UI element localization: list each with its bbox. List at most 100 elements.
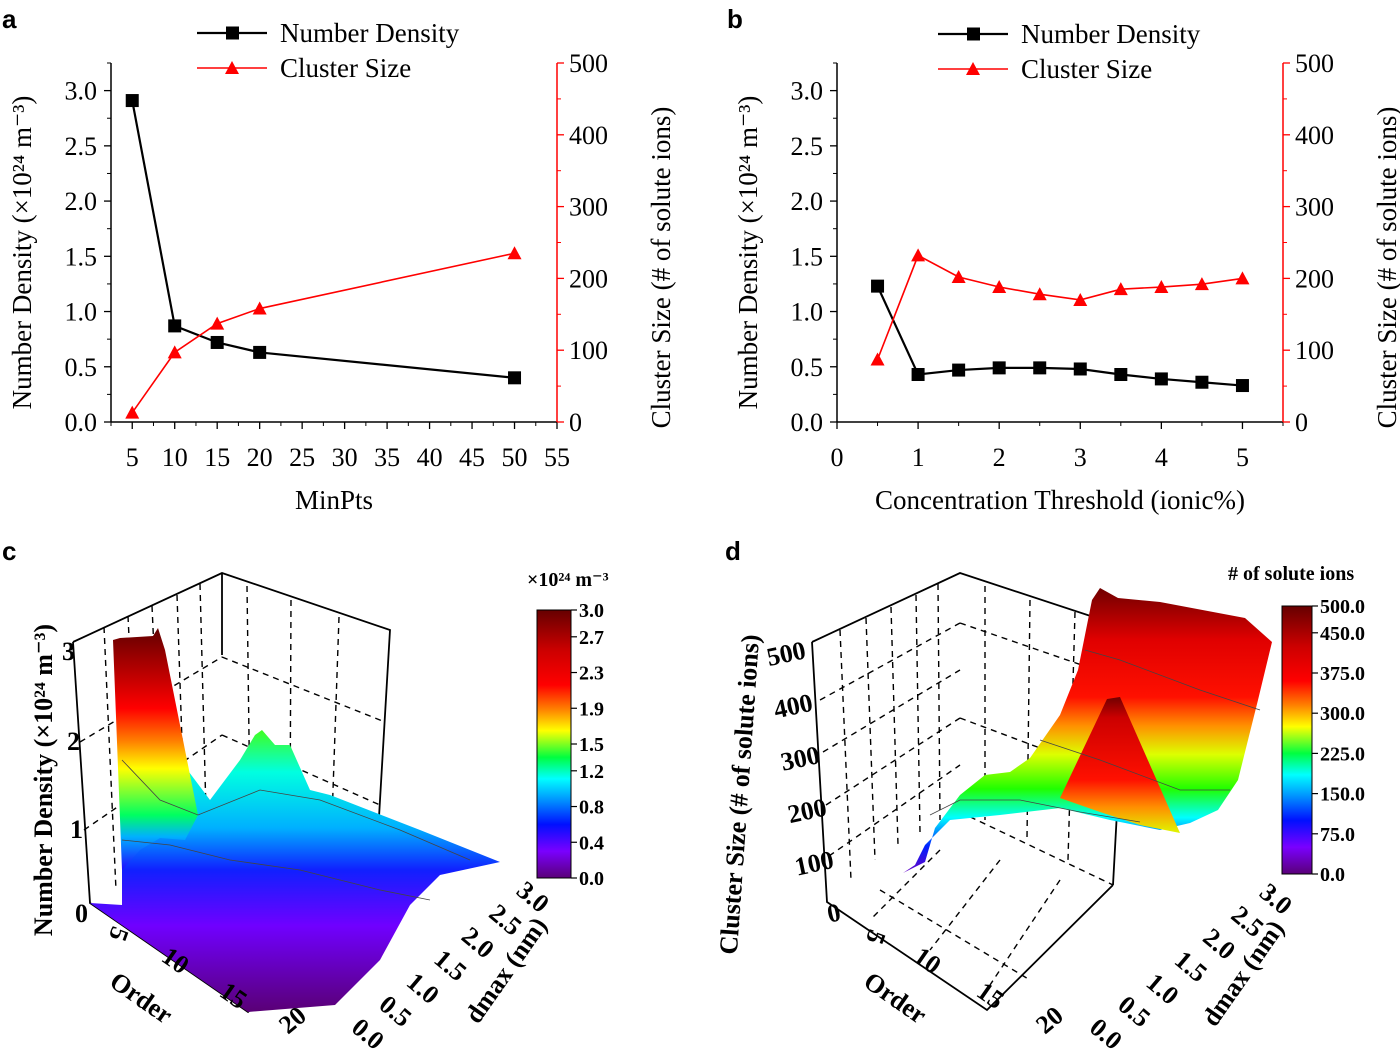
- y-tick-label: 2.0: [791, 187, 824, 216]
- y-tick-label: 2.5: [65, 132, 98, 161]
- colorbar-tick-label: 300.0: [1320, 703, 1365, 725]
- x-axis-title: Order: [105, 966, 178, 1030]
- data-point-square: [253, 345, 267, 359]
- y-tick-label: 3.0: [65, 77, 98, 106]
- y2-axis-title: Cluster Size (# of solute ions): [1372, 107, 1400, 429]
- legend-marker-square: [226, 26, 239, 40]
- z-tick: 300: [778, 740, 822, 776]
- colorbar-tick-label: 1.2: [579, 761, 604, 783]
- series-line-square: [131, 100, 515, 379]
- z-tick: 500: [764, 636, 808, 672]
- data-point-square: [210, 335, 224, 349]
- colorbar-tick-label: 3.0: [579, 600, 604, 622]
- z-tick: 100: [792, 845, 836, 881]
- x-tick: 10: [909, 941, 947, 980]
- y2-tick-label: 0: [1295, 408, 1308, 437]
- surface-c: [90, 628, 500, 1012]
- legend-label: Number Density: [280, 18, 460, 48]
- colorbar-tick-label: 450.0: [1320, 623, 1365, 645]
- data-point-square: [125, 94, 139, 108]
- chart-a: 5 10 15 20 25 30 35 40 45 50 55 0.0 0.5 1.0 1.5 2.0 2.5 3…: [7, 18, 676, 515]
- colorbar-tick-label: 0.8: [579, 797, 604, 819]
- x-tick-label: 30: [332, 443, 358, 472]
- data-point-triangle: [507, 246, 522, 260]
- legend-marker-triangle: [966, 62, 980, 75]
- x-tick-label: 10: [162, 443, 188, 472]
- y-tick-label: 1.0: [791, 298, 824, 327]
- data-point-square: [508, 371, 522, 385]
- data-point-square: [1073, 362, 1087, 376]
- y-tick-label: 1.5: [65, 242, 98, 271]
- z-tick: 400: [771, 688, 815, 724]
- data-point-triangle: [252, 301, 267, 315]
- legend-marker-triangle: [225, 61, 239, 74]
- legend-label: Number Density: [1021, 19, 1201, 49]
- y2-tick-label: 0: [569, 408, 582, 437]
- y-tick-label: 0.5: [791, 353, 824, 382]
- x-tick: 15: [972, 976, 1010, 1015]
- colorbar-tick-label: 2.3: [579, 663, 604, 685]
- y2-tick-label: 100: [569, 336, 608, 365]
- chart-d: # of solute ions 500.0450.0375.0300.0225…: [714, 563, 1365, 1050]
- y2-tick-label: 400: [569, 121, 608, 150]
- surface-d: [903, 588, 1272, 873]
- colorbar-d-title: # of solute ions: [1228, 563, 1354, 585]
- colorbar-tick-label: 0.0: [1320, 864, 1345, 886]
- data-point-square: [168, 319, 182, 333]
- y-tick-label: 1.5: [791, 242, 824, 271]
- x-tick-label: 5: [126, 443, 139, 472]
- data-point-triangle: [125, 405, 140, 419]
- z-tick: 0: [825, 898, 844, 929]
- y-tick-label: 2.0: [65, 187, 98, 216]
- data-point-square: [1033, 361, 1047, 375]
- data-point-triangle: [167, 345, 182, 359]
- colorbar-d: # of solute ions 500.0 450.0 375.0 300.0 225…: [1228, 563, 1365, 886]
- x-tick-label: 1: [912, 443, 925, 472]
- x-tick-label: 20: [247, 443, 273, 472]
- y2-tick-label: 200: [569, 264, 608, 293]
- x-axis-title: Concentration Threshold (ionic%): [875, 485, 1245, 515]
- panel-label-a: a: [2, 4, 17, 34]
- x-tick-label: 2: [993, 443, 1006, 472]
- x-tick-label: 25: [289, 443, 315, 472]
- y2-tick-label: 200: [1295, 264, 1334, 293]
- z-axis-title: Cluster Size (# of solute ions): [714, 633, 765, 955]
- data-point-triangle: [1235, 271, 1250, 285]
- series-line-square: [876, 285, 1243, 387]
- data-point-square: [911, 368, 925, 382]
- data-point-square: [1235, 379, 1249, 393]
- colorbar-tick-label: 75.0: [1320, 824, 1355, 846]
- data-point-triangle: [1154, 280, 1169, 294]
- data-point-square: [1195, 375, 1209, 389]
- x-tick-label: 15: [204, 443, 230, 472]
- data-point-square: [992, 361, 1006, 375]
- colorbar-tick-label: 1.9: [579, 698, 604, 720]
- x-tick-label: 40: [417, 443, 443, 472]
- y2-tick-label: 400: [1295, 121, 1334, 150]
- y-axis-title: Number Density (×10²⁴ m⁻³): [733, 96, 763, 410]
- colorbar-tick-label: 1.5: [579, 734, 604, 756]
- panel-label-b: b: [727, 4, 743, 34]
- x-tick-label: 3: [1074, 443, 1087, 472]
- y-tick-label: 0.0: [791, 408, 824, 437]
- series-line-triangle: [876, 254, 1243, 360]
- y-axis-title: Number Density (×10²⁴ m⁻³): [7, 96, 37, 410]
- panel-label-c: c: [2, 536, 16, 566]
- y2-tick-label: 300: [1295, 193, 1334, 222]
- colorbar-tick-label: 500.0: [1320, 596, 1365, 618]
- colorbar-tick-label: 150.0: [1320, 784, 1365, 806]
- data-point-triangle: [870, 352, 885, 366]
- y2-tick-label: 300: [569, 193, 608, 222]
- x-tick: 20: [1030, 1001, 1069, 1040]
- colorbar-tick-label: 375.0: [1320, 663, 1365, 685]
- x-tick: 5: [860, 926, 892, 948]
- colorbar-tick-label: 2.7: [579, 627, 604, 649]
- data-point-square: [952, 363, 966, 377]
- x-tick-label: 5: [1236, 443, 1249, 472]
- colorbar-tick-label: 225.0: [1320, 743, 1365, 765]
- colorbar-c: ×10²⁴ m⁻³ 3.0 2.7 2.3 1.9 1.5 1.2 0.8 0.4 0.0: [527, 569, 609, 890]
- chart-c: ×10²⁴ m⁻³ 3.02.72.31.91.51.20.80.40.0 3 …: [29, 569, 609, 1050]
- data-point-triangle: [1194, 277, 1209, 291]
- chart-b: 0 1 2 3 4 5 0.0 0.5 1.0 1.5 2.0 2.5 3.0 0 100 200 300 400…: [733, 19, 1400, 515]
